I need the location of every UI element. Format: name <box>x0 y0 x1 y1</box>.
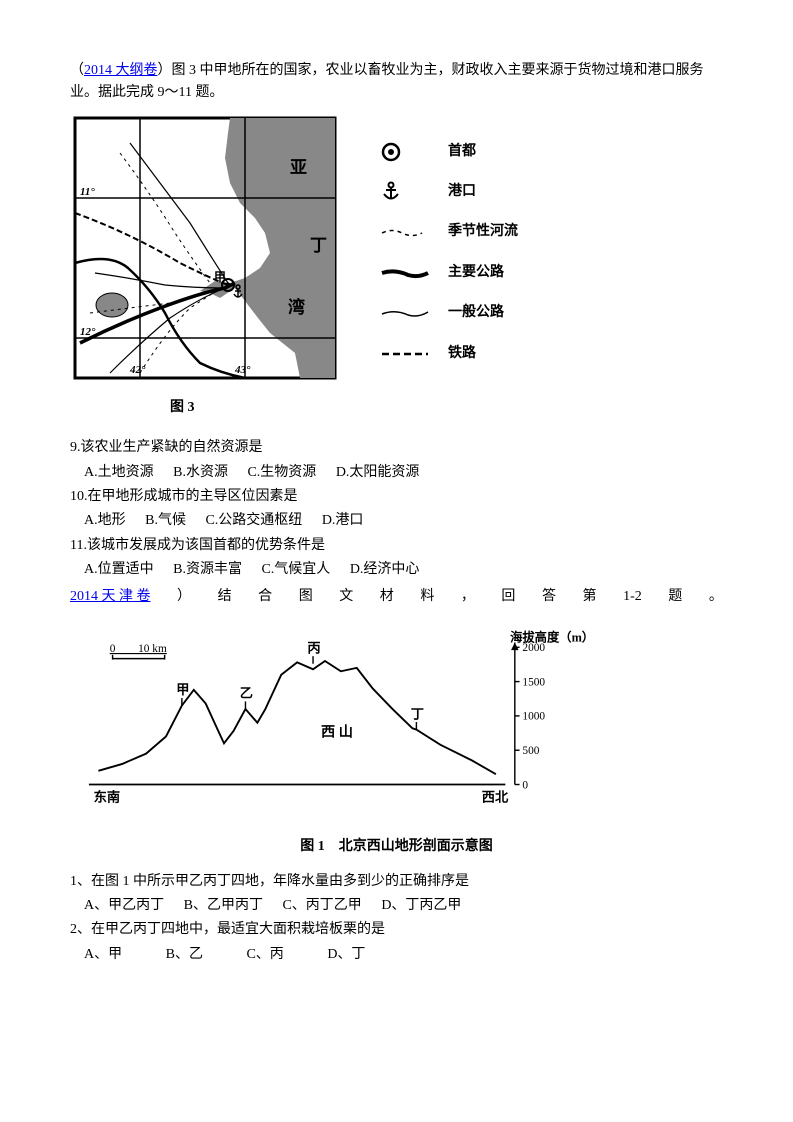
svg-text:43°: 43° <box>234 364 251 376</box>
q2-choice-c: C、丙 <box>246 944 283 966</box>
q9-choice-b: B.水资源 <box>173 462 228 484</box>
legend-row-main-road: 主要公路 <box>380 262 518 284</box>
svg-text:丙: 丙 <box>307 640 320 655</box>
q9-choice-a: A.土地资源 <box>84 462 154 484</box>
svg-text:0 10 km: 0 10 km <box>110 643 167 655</box>
q2-choice-a: A、甲 <box>84 944 122 966</box>
svg-text:丁: 丁 <box>310 236 327 255</box>
legend-row-railway: 铁路 <box>380 343 518 365</box>
q1-choice-b: B、乙甲丙丁 <box>184 895 263 917</box>
svg-text:海拔高度（m）: 海拔高度（m） <box>510 630 594 645</box>
legend-label: 一般公路 <box>448 302 504 324</box>
q10-choices: A.地形 B.气候 C.公路交通枢纽 D.港口 <box>84 510 723 532</box>
q1-choice-a: A、甲乙丙丁 <box>84 895 164 917</box>
q11-choice-d: D.经济中心 <box>350 559 420 581</box>
intro-text-1: ）图 3 中甲地所在的国家，农业以畜牧业为主，财政收入主要来源于货物过境和港口服… <box>70 63 704 100</box>
q10-choice-a: A.地形 <box>84 510 126 532</box>
q11-choice-b: B.资源丰富 <box>173 559 242 581</box>
q1-choice-d: D、丁丙乙甲 <box>381 895 461 917</box>
q1-choices: A、甲乙丙丁 B、乙甲丙丁 C、丙丁乙甲 D、丁丙乙甲 <box>84 895 723 917</box>
svg-text:东南: 东南 <box>94 788 121 804</box>
q9-stem: 9.该农业生产紧缺的自然资源是 <box>70 437 723 459</box>
railway-icon <box>380 347 430 361</box>
anchor-icon <box>380 181 430 203</box>
svg-text:1000: 1000 <box>522 711 545 723</box>
section1-intro: （2014 大纲卷）图 3 中甲地所在的国家，农业以畜牧业为主，财政收入主要来源… <box>70 60 723 105</box>
profile-caption: 图 1 北京西山地形剖面示意图 <box>70 836 723 858</box>
profile-figure: 0500100015002000海拔高度（m）甲乙丙丁西 山东南西北0 10 k… <box>70 628 600 818</box>
q9-choice-c: C.生物资源 <box>247 462 316 484</box>
section2-intro: 2014 天 津 卷 ） 结 合 图 文 材 料 ， 回 答 第 1-2 题 。 <box>70 586 723 608</box>
q10-stem: 10.在甲地形成城市的主导区位因素是 <box>70 486 723 508</box>
q10-choice-d: D.港口 <box>322 510 364 532</box>
capital-icon <box>380 141 430 163</box>
q9-choices: A.土地资源 B.水资源 C.生物资源 D.太阳能资源 <box>84 462 723 484</box>
q2-choice-b: B、乙 <box>166 944 203 966</box>
q11-choice-c: C.气候宜人 <box>261 559 330 581</box>
q2-choice-d: D、丁 <box>327 944 365 966</box>
legend-row-capital: 首都 <box>380 141 518 163</box>
source-link-1-text: 2014 大纲卷 <box>84 63 158 78</box>
svg-text:11°: 11° <box>80 186 95 198</box>
legend-row-minor-road: 一般公路 <box>380 302 518 324</box>
svg-text:西北: 西北 <box>482 789 509 804</box>
q9-choice-d: D.太阳能资源 <box>336 462 420 484</box>
figure3-caption: 图 3 <box>170 397 723 419</box>
q11-stem: 11.该城市发展成为该国首都的优势条件是 <box>70 535 723 557</box>
q2-stem: 2、在甲乙丙丁四地中，最适宜大面积栽培板栗的是 <box>70 919 723 941</box>
svg-text:500: 500 <box>522 745 539 757</box>
source-link-2-text: 2014 天 津 卷 <box>70 589 151 604</box>
legend-label: 首都 <box>448 141 476 163</box>
source-link-1[interactable]: 2014 大纲卷 <box>84 63 158 78</box>
seasonal-river-icon <box>380 226 430 240</box>
map-legend: 首都 港口 季节性河流 主要公路 <box>380 141 518 365</box>
q2-choices: A、甲 B、乙 C、丙 D、丁 <box>84 944 723 966</box>
svg-text:0: 0 <box>522 779 528 791</box>
q10-choice-b: B.气候 <box>145 510 186 532</box>
minor-road-icon <box>380 306 430 320</box>
svg-text:42°: 42° <box>129 364 146 376</box>
svg-text:甲: 甲 <box>176 682 189 697</box>
svg-text:1500: 1500 <box>522 676 545 688</box>
legend-label: 季节性河流 <box>448 221 518 243</box>
map-figure: 11° 12° 42° 43° 亚 丁 湾 甲 <box>70 113 350 393</box>
svg-text:丁: 丁 <box>411 706 424 721</box>
svg-text:西 山: 西 山 <box>321 724 353 740</box>
legend-label: 港口 <box>448 181 476 203</box>
legend-row-port: 港口 <box>380 181 518 203</box>
legend-label: 主要公路 <box>448 262 504 284</box>
q11-choice-a: A.位置适中 <box>84 559 154 581</box>
q1-choice-c: C、丙丁乙甲 <box>282 895 361 917</box>
svg-text:亚: 亚 <box>290 158 307 177</box>
svg-text:甲: 甲 <box>214 270 226 284</box>
q10-choice-c: C.公路交通枢纽 <box>205 510 302 532</box>
legend-label: 铁路 <box>448 343 476 365</box>
q1-stem: 1、在图 1 中所示甲乙丙丁四地，年降水量由多到少的正确排序是 <box>70 871 723 893</box>
svg-text:湾: 湾 <box>288 297 305 317</box>
q11-choices: A.位置适中 B.资源丰富 C.气候宜人 D.经济中心 <box>84 559 723 581</box>
figure3-block: 11° 12° 42° 43° 亚 丁 湾 甲 首都 港口 <box>70 113 723 419</box>
source-link-2[interactable]: 2014 天 津 卷 <box>70 586 151 608</box>
main-road-icon <box>380 266 430 280</box>
svg-text:12°: 12° <box>80 326 96 338</box>
svg-text:乙: 乙 <box>240 686 253 701</box>
legend-row-seasonal-river: 季节性河流 <box>380 221 518 243</box>
